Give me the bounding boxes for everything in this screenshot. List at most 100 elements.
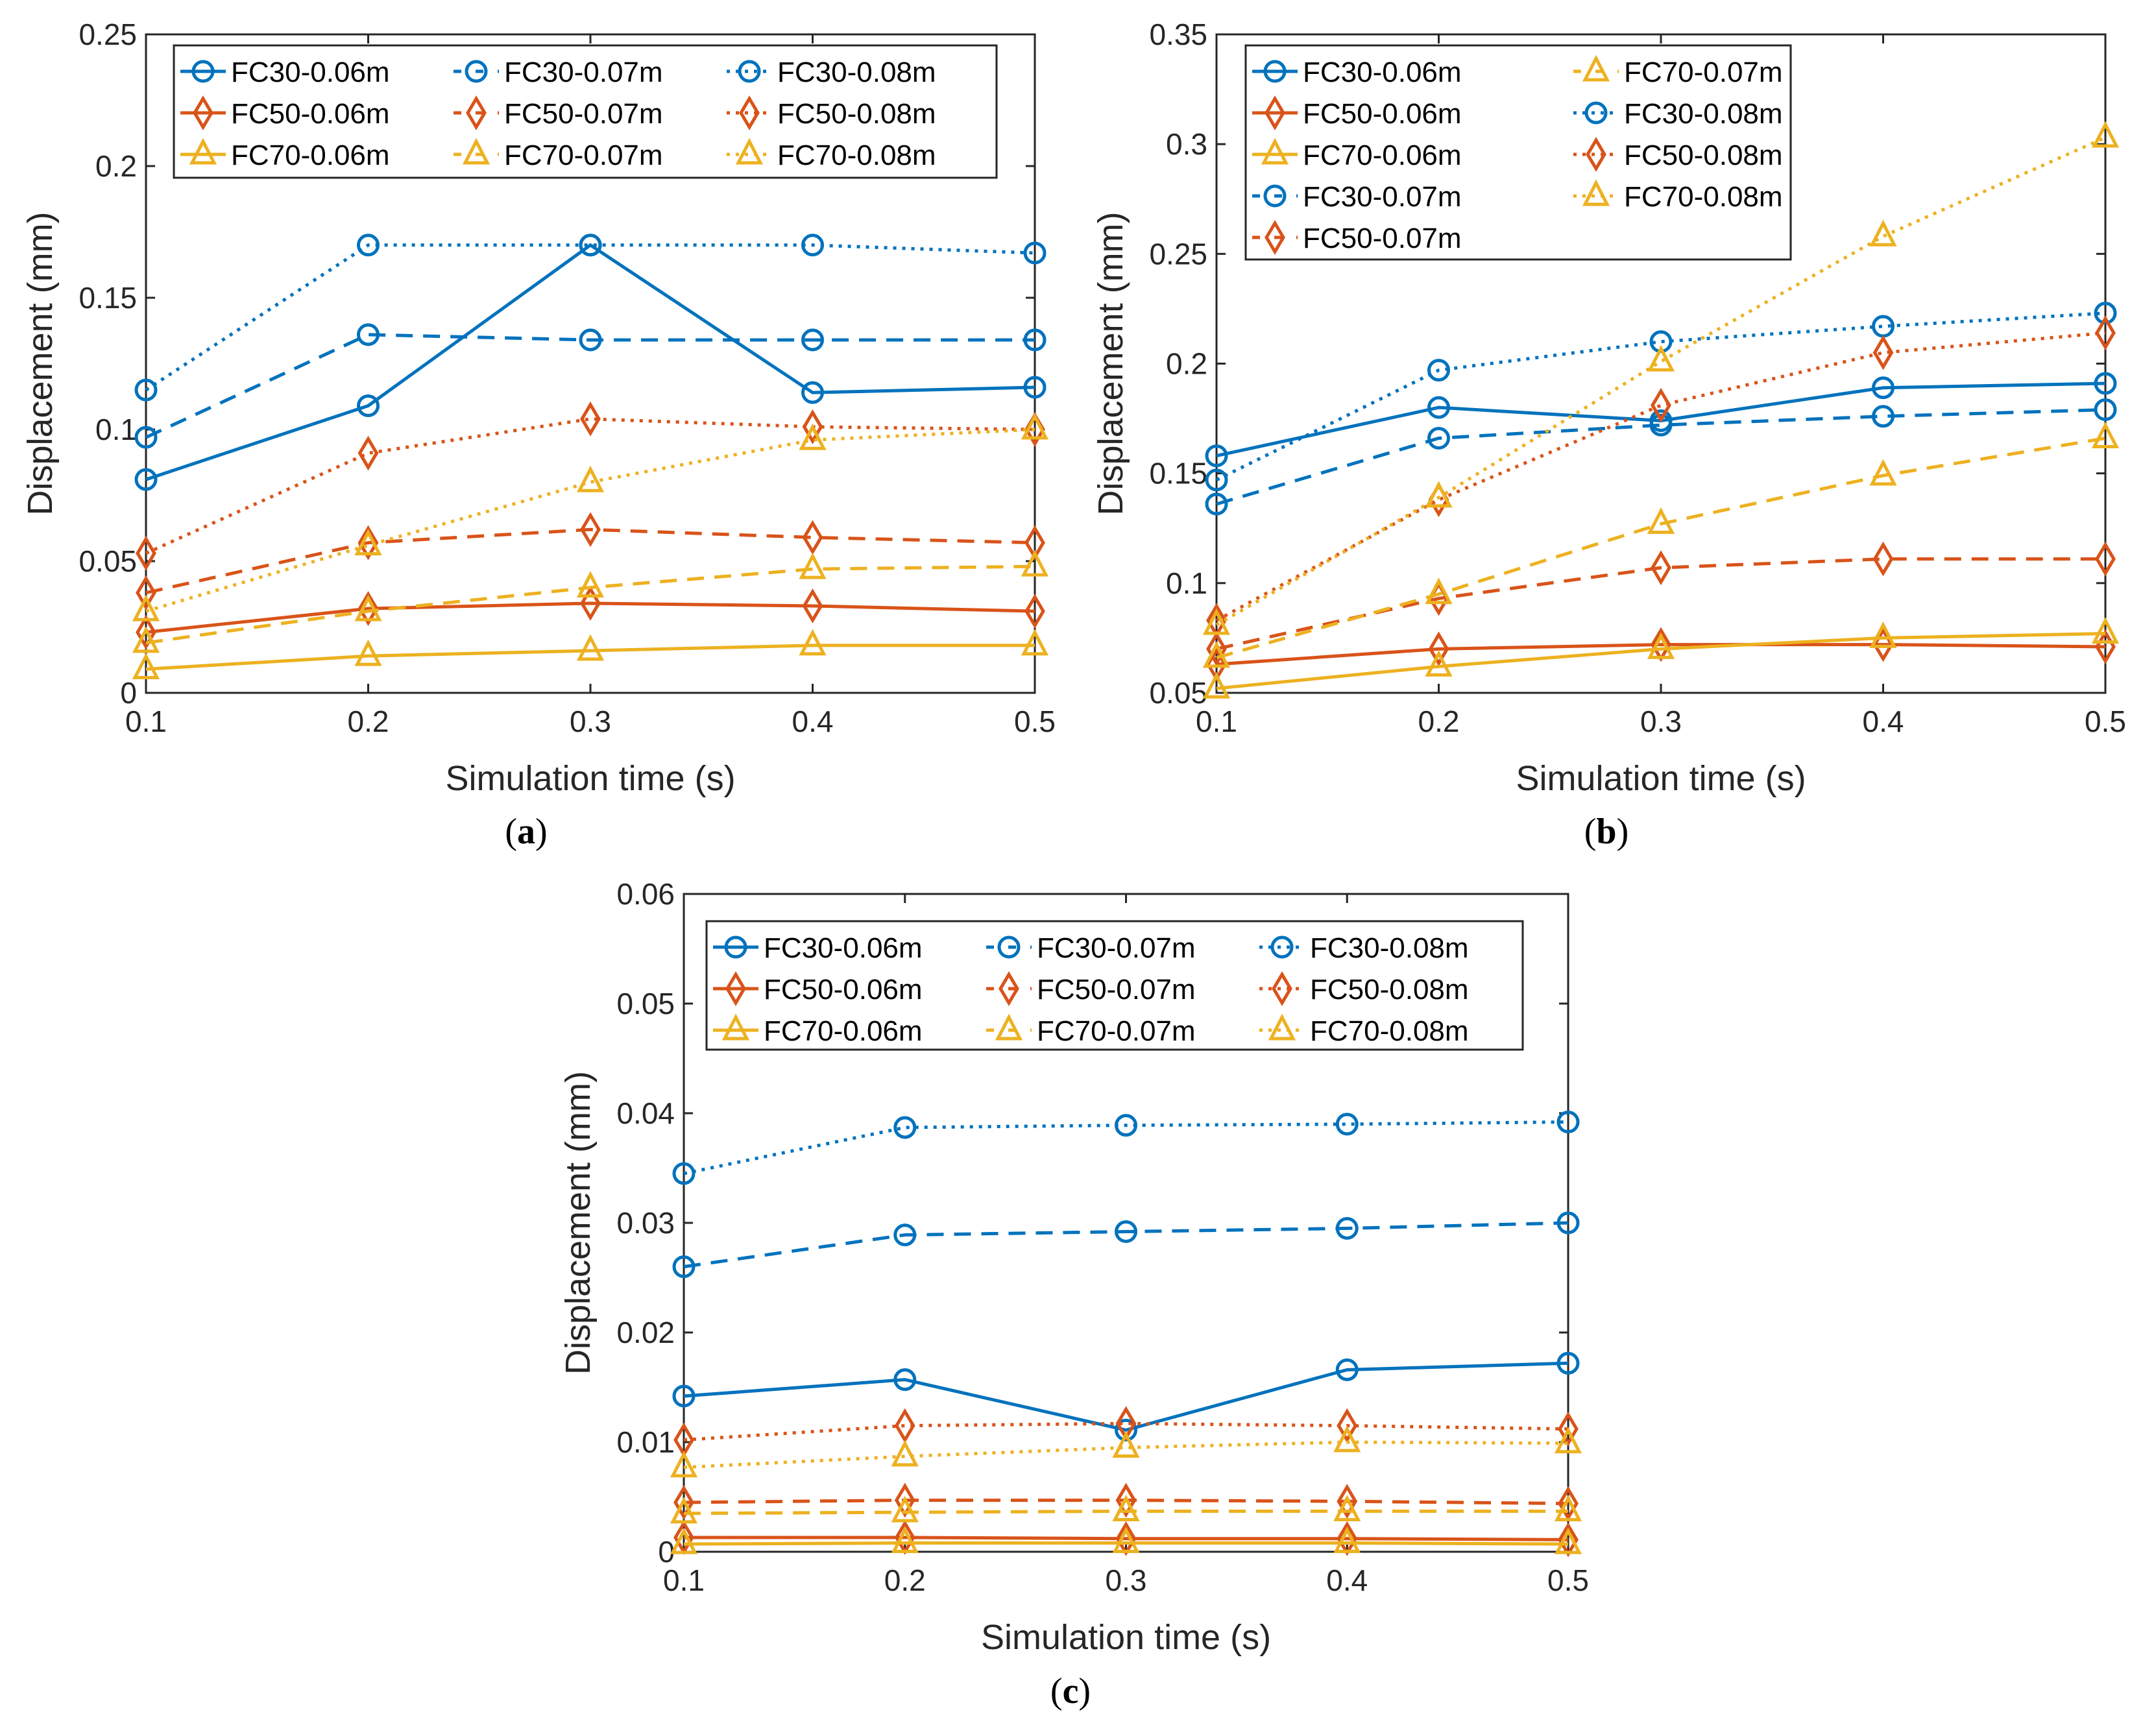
x-tick-label: 0.2 bbox=[884, 1563, 926, 1597]
series-line bbox=[145, 527, 1035, 595]
legend-marker-triangle bbox=[189, 138, 217, 165]
data-point-marker-triangle bbox=[1869, 459, 1897, 486]
data-point-marker-triangle bbox=[1021, 549, 1049, 577]
data-point-marker-circle bbox=[1205, 444, 1228, 468]
legend-marker-triangle bbox=[735, 138, 764, 165]
legend-marker-diamond bbox=[739, 95, 760, 130]
series-line bbox=[145, 417, 1035, 555]
data-point-marker-diamond bbox=[1337, 1484, 1358, 1519]
series-line bbox=[1216, 643, 2106, 666]
legend-marker-circle bbox=[191, 60, 215, 83]
series-line bbox=[683, 1120, 1569, 1175]
data-point-marker-circle bbox=[801, 234, 824, 257]
chart-a: 0.1 0.2 0.3 0.4 0.5 0 0.05 0.1 0.15 0.2 0.25 Simula… bbox=[21, 18, 1056, 852]
caption-letter: a bbox=[517, 812, 535, 852]
y-tick-label: 0.3 bbox=[1166, 127, 1207, 161]
legend: FC30-0.06m FC50-0.06m FC70-0.06m FC30-0.07m… bbox=[173, 44, 998, 179]
legend-entry: FC50-0.08m bbox=[1259, 971, 1469, 1006]
caption-open: ( bbox=[1050, 1671, 1063, 1711]
legend-entry: FC30-0.06m bbox=[713, 932, 923, 964]
series-FC50-0.08m bbox=[673, 1406, 1579, 1458]
legend-label: FC30-0.08m bbox=[1624, 98, 1783, 130]
data-point-marker-triangle bbox=[1333, 1495, 1361, 1521]
y-tick-label: 0 bbox=[120, 676, 137, 710]
legend-marker-circle bbox=[1584, 101, 1608, 125]
legend-box bbox=[1244, 44, 1792, 261]
series-line bbox=[145, 601, 1035, 634]
data-point-marker-circle bbox=[1023, 376, 1047, 399]
data-point-marker-diamond bbox=[673, 1485, 694, 1520]
data-point-marker-diamond bbox=[580, 401, 601, 437]
caption-open: ( bbox=[505, 812, 517, 852]
data-point-marker-circle bbox=[893, 1116, 917, 1139]
data-point-marker-triangle bbox=[1112, 1495, 1140, 1521]
legend-box bbox=[173, 44, 998, 179]
series-FC30-0.08m bbox=[672, 1111, 1580, 1185]
legend-label: FC50-0.07m bbox=[1037, 974, 1196, 1006]
data-point-marker-circle bbox=[1205, 492, 1228, 516]
data-point-marker-circle bbox=[672, 1255, 696, 1279]
y-tick-label: 0.01 bbox=[616, 1425, 675, 1459]
legend-marker-diamond bbox=[466, 95, 487, 130]
data-point-marker-triangle bbox=[1021, 413, 1049, 440]
y-tick-label: 0.02 bbox=[616, 1316, 675, 1349]
data-point-marker-circle bbox=[1115, 1114, 1137, 1137]
data-point-marker-triangle bbox=[354, 639, 382, 666]
x-tick-label: 0.2 bbox=[348, 705, 389, 738]
legend-label: FC30-0.06m bbox=[231, 56, 390, 88]
legend-label: FC70-0.08m bbox=[777, 139, 936, 171]
legend-entry: FC50-0.08m bbox=[1573, 137, 1783, 172]
legend-label: FC50-0.07m bbox=[1303, 223, 1462, 254]
legend-label: FC50-0.06m bbox=[231, 98, 390, 130]
data-point-marker-diamond bbox=[1337, 1408, 1358, 1443]
legend-marker-triangle bbox=[462, 138, 490, 165]
legend-label: FC70-0.07m bbox=[1624, 56, 1783, 88]
data-point-marker-triangle bbox=[799, 552, 827, 579]
data-point-marker-triangle bbox=[354, 529, 382, 556]
data-point-marker-circle bbox=[672, 1384, 696, 1408]
legend-label: FC70-0.06m bbox=[1303, 139, 1462, 171]
legend-entry: FC70-0.06m bbox=[180, 138, 390, 171]
chart-c: 0.1 0.2 0.3 0.4 0.500.010.020.030.040.050.06… bbox=[559, 877, 1589, 1711]
chart-b: 0.1 0.2 0.3 0.4 0.50.050.10.150.20.250.30.35… bbox=[1091, 18, 2126, 852]
legend-entry: FC50-0.07m bbox=[1252, 220, 1462, 255]
y-tick-label: 0.05 bbox=[79, 544, 137, 578]
series-line bbox=[1216, 557, 2105, 651]
y-tick-label: 0.04 bbox=[616, 1096, 675, 1130]
data-point-marker-diamond bbox=[802, 588, 823, 623]
data-point-marker-triangle bbox=[1554, 1427, 1582, 1454]
data-point-marker-circle bbox=[801, 381, 824, 404]
series-line bbox=[1216, 632, 2106, 690]
legend: FC30-0.06m FC50-0.06m FC70-0.06m FC30-0.07m… bbox=[705, 920, 1524, 1051]
data-point-marker-diamond bbox=[2095, 541, 2116, 577]
legend-marker-diamond bbox=[1586, 137, 1606, 172]
legend-entry: FC70-0.07m bbox=[986, 1013, 1196, 1047]
data-point-marker-triangle bbox=[1333, 1526, 1361, 1553]
data-point-marker-circle bbox=[134, 378, 158, 402]
data-point-marker-circle bbox=[1556, 1351, 1580, 1375]
x-tick-label: 0.4 bbox=[1326, 1563, 1368, 1597]
series-FC70-0.08m bbox=[1202, 121, 2120, 635]
legend-entry: FC70-0.07m bbox=[1573, 54, 1783, 88]
series-FC30-0.07m bbox=[1205, 398, 2117, 516]
legend-label: FC50-0.08m bbox=[777, 98, 936, 130]
y-tick-label: 0.25 bbox=[79, 18, 137, 51]
chart-caption: (a) bbox=[505, 812, 547, 852]
legend-entry: FC50-0.06m bbox=[180, 95, 390, 130]
data-point-marker-diamond bbox=[1024, 525, 1045, 561]
data-point-marker-triangle bbox=[1202, 671, 1231, 699]
series-line bbox=[683, 1361, 1569, 1432]
data-point-marker-circle bbox=[1427, 427, 1450, 450]
x-tick-label: 0.3 bbox=[1106, 1563, 1147, 1597]
data-point-marker-diamond bbox=[1206, 631, 1227, 667]
legend-label: FC70-0.08m bbox=[1310, 1015, 1469, 1047]
legend-label: FC50-0.08m bbox=[1624, 139, 1783, 171]
legend-marker-triangle bbox=[721, 1013, 750, 1041]
data-point-marker-triangle bbox=[799, 423, 827, 450]
series-FC70-0.06m bbox=[132, 629, 1049, 679]
series-FC70-0.08m bbox=[132, 413, 1049, 621]
x-tick-label: 0.1 bbox=[663, 1563, 705, 1597]
legend-entry: FC70-0.06m bbox=[1252, 138, 1462, 171]
series-FC30-0.08m bbox=[134, 234, 1047, 402]
y-axis-label: Displacement (mm) bbox=[559, 1071, 598, 1375]
